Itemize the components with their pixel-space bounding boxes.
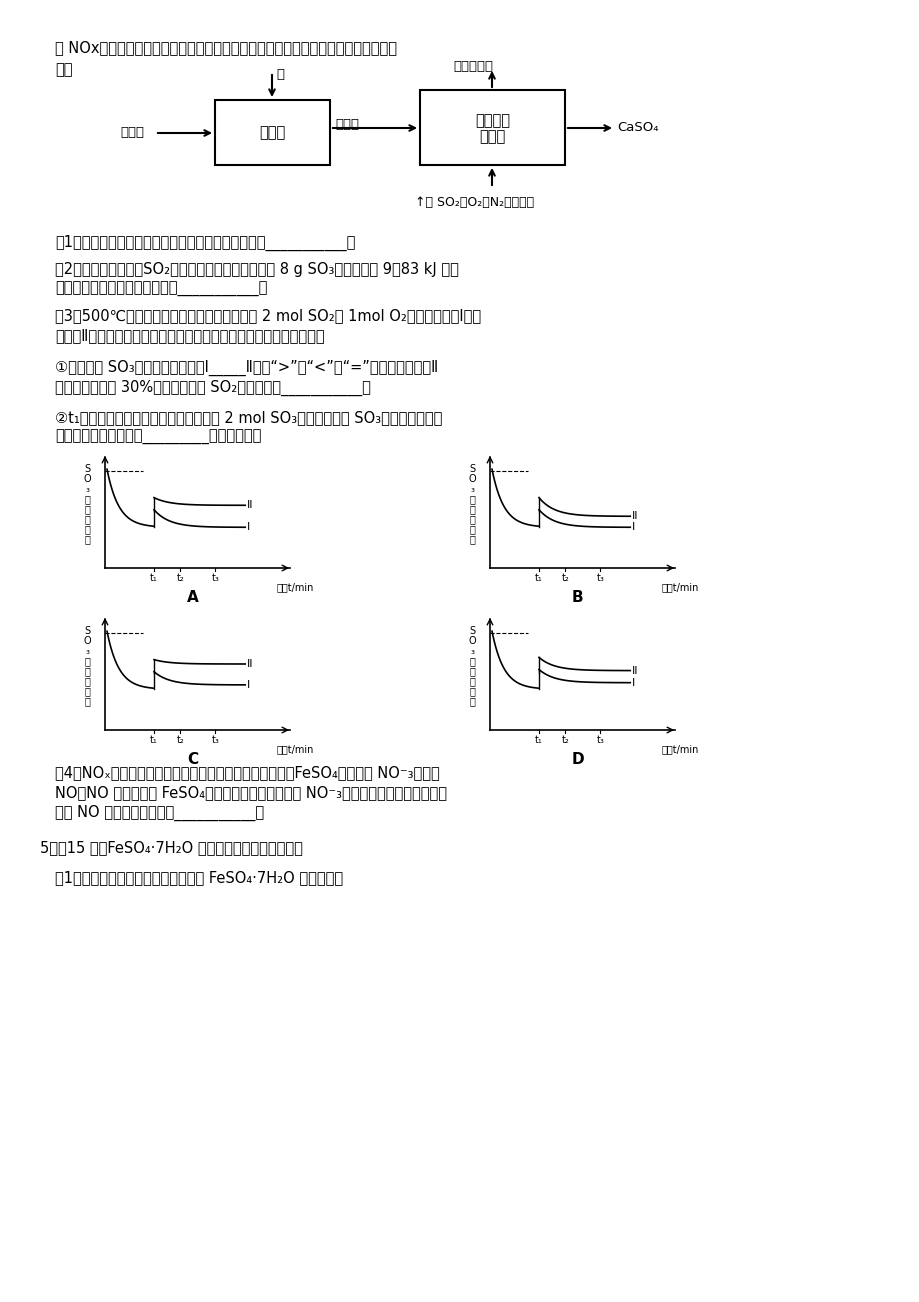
Text: I: I xyxy=(247,522,250,533)
Text: （4）NOₓ可用强碱溶液吸收产生硝酸盐。在酸性条件下，FeSO₄溶液能将 NO⁻₃还原为: （4）NOₓ可用强碱溶液吸收产生硝酸盐。在酸性条件下，FeSO₄溶液能将 NO⁻… xyxy=(55,766,439,780)
Text: II: II xyxy=(631,512,638,521)
Text: 雾化器: 雾化器 xyxy=(479,129,505,145)
Text: t₂: t₂ xyxy=(561,573,569,583)
Text: t₃: t₃ xyxy=(596,573,604,583)
Text: （1）写出高速旋转雾化器中发生反应的化学方程式：___________。: （1）写出高速旋转雾化器中发生反应的化学方程式：___________。 xyxy=(55,234,355,251)
Text: 时间t/min: 时间t/min xyxy=(661,582,698,592)
Text: t₂: t₂ xyxy=(176,736,184,745)
Text: 数: 数 xyxy=(469,534,474,544)
Text: t₂: t₂ xyxy=(561,736,569,745)
Text: 数: 数 xyxy=(84,697,90,706)
Text: C: C xyxy=(187,753,198,767)
Text: D: D xyxy=(571,753,584,767)
Text: 示：: 示： xyxy=(55,62,73,77)
Text: t₁: t₁ xyxy=(535,573,542,583)
Text: 中的压强减小了 30%，则该容器中 SO₂的转化率为___________。: 中的压强减小了 30%，则该容器中 SO₂的转化率为___________。 xyxy=(55,380,370,396)
Text: 水: 水 xyxy=(276,68,284,81)
Text: 体: 体 xyxy=(469,504,474,514)
Text: （2）在一定条件下，SO₂气体可被氧气氧化，每生成 8 g SO₃气体，放出 9．83 kJ 的热: （2）在一定条件下，SO₂气体可被氧气氧化，每生成 8 g SO₃气体，放出 9… xyxy=(55,262,459,277)
Text: ↑含 SO₂、O₂、N₂等的烟气: ↑含 SO₂、O₂、N₂等的烟气 xyxy=(414,197,534,210)
Text: 体: 体 xyxy=(84,667,90,676)
Text: 数: 数 xyxy=(469,697,474,706)
Text: 净化气排空: 净化气排空 xyxy=(452,60,493,73)
Text: I: I xyxy=(631,678,635,687)
Text: II: II xyxy=(631,665,638,676)
Text: 时间t/min: 时间t/min xyxy=(276,743,313,754)
Text: I: I xyxy=(247,680,250,690)
Text: 的: 的 xyxy=(469,656,474,667)
Text: 积: 积 xyxy=(84,514,90,523)
Text: 高速旋转: 高速旋转 xyxy=(474,113,509,128)
Text: ₃: ₃ xyxy=(85,484,89,493)
Text: 体: 体 xyxy=(469,667,474,676)
Text: 熟化池: 熟化池 xyxy=(259,125,285,141)
Text: （3）500℃时，在催化剂存在条件下，分别将 2 mol SO₂和 1mol O₂置于恒压容器Ⅰ和恒: （3）500℃时，在催化剂存在条件下，分别将 2 mol SO₂和 1mol O… xyxy=(55,309,481,323)
Text: NO，NO 能与多余的 FeSO₄溶液生成棕色物质，检验 NO⁻₃的特征反应。写出该过程中: NO，NO 能与多余的 FeSO₄溶液生成棕色物质，检验 NO⁻₃的特征反应。写… xyxy=(55,785,447,799)
Text: S: S xyxy=(84,626,90,635)
Text: 产生 NO 反应的离子方程式___________。: 产生 NO 反应的离子方程式___________。 xyxy=(55,805,264,822)
Text: 的: 的 xyxy=(84,656,90,667)
Text: B: B xyxy=(571,590,583,605)
Text: I: I xyxy=(631,522,635,533)
Text: t₃: t₃ xyxy=(596,736,604,745)
Text: O: O xyxy=(468,635,475,646)
Text: t₁: t₁ xyxy=(150,573,158,583)
Text: 体: 体 xyxy=(84,504,90,514)
Text: 间变化曲线图正确的是_________（填序号）。: 间变化曲线图正确的是_________（填序号）。 xyxy=(55,430,261,445)
Text: O: O xyxy=(468,474,475,484)
Bar xyxy=(420,90,564,165)
Text: t₁: t₁ xyxy=(535,736,542,745)
Text: 数: 数 xyxy=(84,534,90,544)
Text: （1）下面是以工业废铁屑为原料生产 FeSO₄·7H₂O 的流程图。: （1）下面是以工业废铁屑为原料生产 FeSO₄·7H₂O 的流程图。 xyxy=(55,870,343,885)
Text: 分: 分 xyxy=(84,523,90,534)
Text: S: S xyxy=(469,464,474,474)
Text: 容容器Ⅱ中（两容器起始容积相同），充分反应，二者均达到平衡后：: 容容器Ⅱ中（两容器起始容积相同），充分反应，二者均达到平衡后： xyxy=(55,328,324,342)
Text: ①两容器中 SO₃的体积分数关系是Ⅰ_____Ⅱ（填“>”、“<”或“=”）。若测得容器Ⅱ: ①两容器中 SO₃的体积分数关系是Ⅰ_____Ⅱ（填“>”、“<”或“=”）。若… xyxy=(55,359,437,376)
Text: ₃: ₃ xyxy=(470,646,473,656)
Text: 5．（15 分）FeSO₄·7H₂O 广泛用于医药和工业领域。: 5．（15 分）FeSO₄·7H₂O 广泛用于医药和工业领域。 xyxy=(40,840,302,855)
Text: 积: 积 xyxy=(469,676,474,686)
Text: 的: 的 xyxy=(469,493,474,504)
Text: S: S xyxy=(469,626,474,635)
Text: 石灰浆: 石灰浆 xyxy=(335,118,358,132)
Bar xyxy=(215,100,330,165)
Text: 生石灰: 生石灰 xyxy=(119,126,144,139)
Text: II: II xyxy=(247,659,254,669)
Text: II: II xyxy=(247,500,254,510)
Text: t₃: t₃ xyxy=(211,573,219,583)
Text: 分: 分 xyxy=(84,686,90,697)
Text: A: A xyxy=(187,590,199,605)
Text: 和 NOx。旋转喷雾干燥法是去除燃煤烟气中二氧化硫的方法之一，工艺流程如下图所: 和 NOx。旋转喷雾干燥法是去除燃煤烟气中二氧化硫的方法之一，工艺流程如下图所 xyxy=(55,40,397,55)
Text: 积: 积 xyxy=(84,676,90,686)
Text: t₃: t₃ xyxy=(211,736,219,745)
Text: 时间t/min: 时间t/min xyxy=(661,743,698,754)
Text: 时间t/min: 时间t/min xyxy=(276,582,313,592)
Text: S: S xyxy=(84,464,90,474)
Text: O: O xyxy=(83,474,91,484)
Text: 量。写出该反应的热化学方程式___________。: 量。写出该反应的热化学方程式___________。 xyxy=(55,283,267,297)
Text: O: O xyxy=(83,635,91,646)
Text: t₂: t₂ xyxy=(176,573,184,583)
Text: ②t₁时刻分别向两容器的平衡体系中加入 2 mol SO₃，则两容器中 SO₃的体积分数随时: ②t₁时刻分别向两容器的平衡体系中加入 2 mol SO₃，则两容器中 SO₃的… xyxy=(55,410,442,424)
Text: 积: 积 xyxy=(469,514,474,523)
Text: ₃: ₃ xyxy=(470,484,473,493)
Text: ₃: ₃ xyxy=(85,646,89,656)
Text: t₁: t₁ xyxy=(150,736,158,745)
Text: 分: 分 xyxy=(469,686,474,697)
Text: CaSO₄: CaSO₄ xyxy=(617,121,658,134)
Text: 的: 的 xyxy=(84,493,90,504)
Text: 分: 分 xyxy=(469,523,474,534)
